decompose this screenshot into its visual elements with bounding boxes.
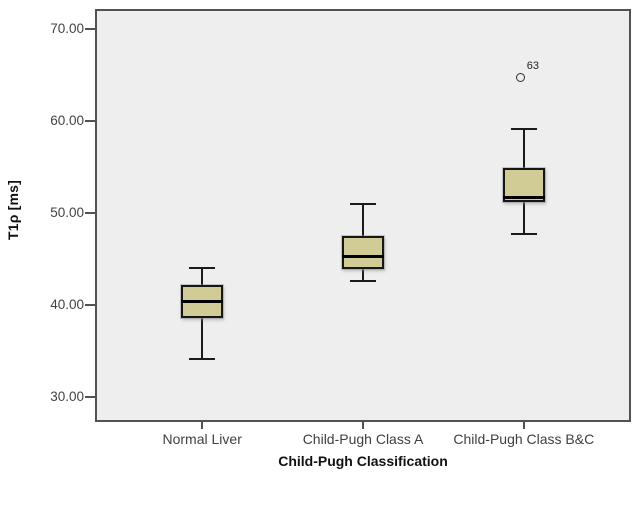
median-line bbox=[342, 255, 384, 259]
whisker-cap-top bbox=[189, 267, 216, 270]
y-tick-mark bbox=[85, 304, 95, 307]
x-tick-mark bbox=[362, 422, 364, 429]
y-tick-label: 40.00 bbox=[50, 297, 84, 313]
y-tick-label: 70.00 bbox=[50, 21, 84, 37]
y-tick-mark bbox=[85, 396, 95, 399]
whisker-cap-top bbox=[350, 203, 376, 205]
box bbox=[342, 236, 384, 270]
x-tick-mark bbox=[522, 422, 525, 429]
y-tick-label: 60.00 bbox=[50, 113, 84, 129]
whisker-cap-bottom bbox=[189, 357, 216, 360]
y-tick-mark bbox=[85, 212, 95, 215]
median-line bbox=[181, 299, 224, 303]
category-label: Child-Pugh Class B&C bbox=[453, 431, 595, 447]
y-tick-mark bbox=[85, 120, 95, 123]
whisker-cap-top bbox=[510, 127, 537, 130]
outlier-label: 63 bbox=[526, 59, 540, 72]
outlier-point bbox=[516, 73, 526, 83]
category-label: Normal Liver bbox=[162, 431, 242, 447]
category-label: Child-Pugh Class A bbox=[302, 431, 424, 447]
y-tick-label: 50.00 bbox=[50, 205, 84, 221]
median-line bbox=[502, 195, 545, 199]
y-tick-label: 30.00 bbox=[50, 389, 84, 405]
y-tick-mark bbox=[85, 28, 95, 31]
x-tick-mark bbox=[201, 422, 204, 429]
x-axis-title: Child-Pugh Classification bbox=[278, 453, 448, 469]
whisker-cap-bottom bbox=[350, 280, 376, 283]
whisker-cap-bottom bbox=[510, 233, 537, 236]
